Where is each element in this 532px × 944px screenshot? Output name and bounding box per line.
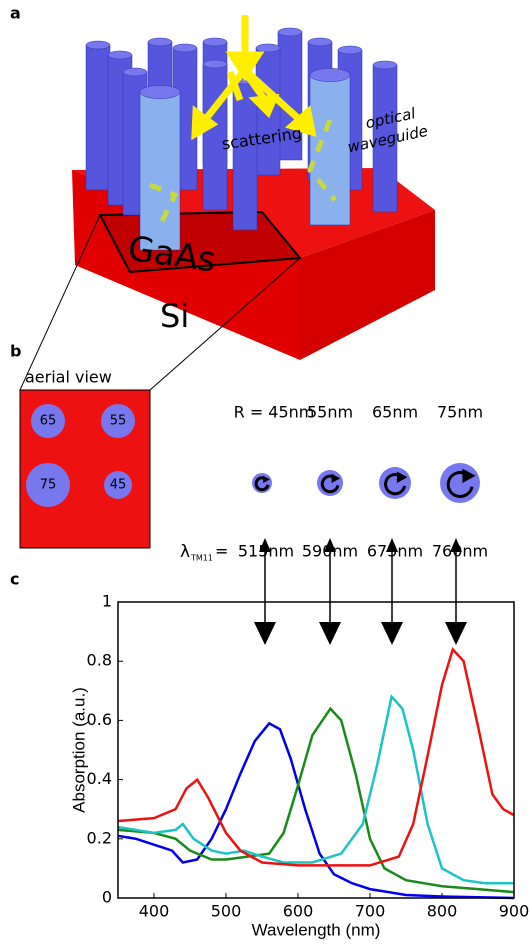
plot-frame <box>118 602 514 898</box>
panel-label: c <box>10 570 19 589</box>
nanowire-cap <box>173 44 197 52</box>
radius-label: R = 45nm <box>234 403 315 422</box>
nanowire-cap <box>373 61 397 69</box>
radius-label: 65nm <box>372 403 418 422</box>
radius-label: 65 <box>40 414 57 429</box>
nanowire-cap <box>140 85 180 98</box>
nanowire-cap <box>203 38 227 46</box>
nanowire-cap <box>123 68 147 76</box>
lambda-sub: TM11 <box>190 554 213 563</box>
panel-label: a <box>10 4 21 23</box>
radius-label: 75nm <box>437 403 483 422</box>
radius-label: 55nm <box>307 403 353 422</box>
nanowire-cap <box>86 41 110 49</box>
nanowire-cap <box>108 51 132 59</box>
radius-label: 75 <box>40 478 57 493</box>
lambda: λ <box>180 542 190 562</box>
arrowhead <box>319 622 341 645</box>
radius-label: 45 <box>110 478 127 493</box>
zoom-line <box>20 215 100 390</box>
nanowire-cap <box>278 28 302 36</box>
nanowire <box>86 45 110 190</box>
series-line <box>118 649 514 865</box>
arrowhead <box>381 622 403 645</box>
x-tick-label: 900 <box>499 902 530 921</box>
resonances: R = 45nm55nm65nm75nmλTM11=515nm590nm675n… <box>180 403 488 646</box>
chart: 0 0.2 0.4 0.6 0.8 1 400 500 600 700 800 900 Waveleng… <box>69 592 529 940</box>
y-tick-label: 1 <box>102 592 112 611</box>
x-tick-label: 500 <box>211 902 242 921</box>
x-tick-label: 800 <box>427 902 458 921</box>
radius-label: 55 <box>110 414 127 429</box>
nanowire <box>140 92 180 250</box>
nanowire-cap <box>308 38 332 46</box>
arrowhead <box>254 622 276 645</box>
x-tick-label: 700 <box>355 902 386 921</box>
nanowire-cap <box>203 60 227 68</box>
equals: = <box>215 542 228 561</box>
label: Si <box>160 297 189 335</box>
series-line <box>118 723 514 898</box>
y-tick-label: 0.6 <box>87 710 112 729</box>
y-tick-label: 0.4 <box>87 769 112 788</box>
y-axis-label: Absorption (a.u.) <box>69 687 88 813</box>
nanowire-cap <box>310 68 350 81</box>
nanowire <box>233 80 257 230</box>
aerial-title: aerial view <box>25 368 112 387</box>
panel-label: b <box>10 342 21 361</box>
y-tick-label: 0 <box>102 888 112 907</box>
figure: a b c scattering optical waveguide GaAs … <box>0 0 532 944</box>
nanowire-cap <box>338 46 362 54</box>
y-tick-label: 0.2 <box>87 828 112 847</box>
arrowhead <box>445 622 467 645</box>
nanowire-cap <box>148 38 172 46</box>
page: {"panels":{"a":"a","b":"b","c":"c"}, "il… <box>0 0 532 944</box>
y-tick-label: 0.8 <box>87 651 112 670</box>
x-tick-label: 400 <box>139 902 170 921</box>
nanowire-cap <box>256 44 280 52</box>
x-axis-label: Wavelength (nm) <box>252 920 381 939</box>
x-tick-label: 600 <box>283 902 314 921</box>
